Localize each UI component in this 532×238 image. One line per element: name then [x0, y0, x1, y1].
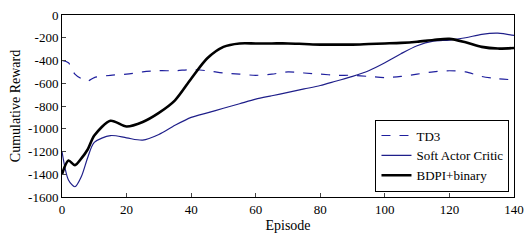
- svg-text:0: 0: [59, 202, 66, 217]
- svg-text:Episode: Episode: [265, 218, 310, 233]
- svg-text:60: 60: [249, 202, 262, 217]
- svg-text:80: 80: [314, 202, 327, 217]
- svg-text:40: 40: [185, 202, 198, 217]
- svg-text:BDPI+binary: BDPI+binary: [416, 168, 487, 183]
- svg-text:-600: -600: [35, 76, 59, 91]
- svg-text:-200: -200: [35, 30, 59, 45]
- svg-text:Soft Actor Critic: Soft Actor Critic: [416, 148, 503, 163]
- svg-text:-800: -800: [35, 99, 59, 114]
- svg-text:-1200: -1200: [28, 144, 58, 159]
- svg-text:0: 0: [52, 8, 59, 23]
- svg-text:-1000: -1000: [28, 121, 58, 136]
- svg-text:TD3: TD3: [416, 129, 440, 144]
- svg-text:Cumulative Reward: Cumulative Reward: [8, 50, 23, 162]
- svg-text:20: 20: [120, 202, 133, 217]
- svg-text:-1400: -1400: [28, 167, 58, 182]
- svg-text:120: 120: [440, 202, 460, 217]
- svg-text:-1600: -1600: [28, 190, 58, 205]
- svg-text:100: 100: [375, 202, 395, 217]
- svg-text:140: 140: [504, 202, 524, 217]
- svg-text:-400: -400: [35, 53, 59, 68]
